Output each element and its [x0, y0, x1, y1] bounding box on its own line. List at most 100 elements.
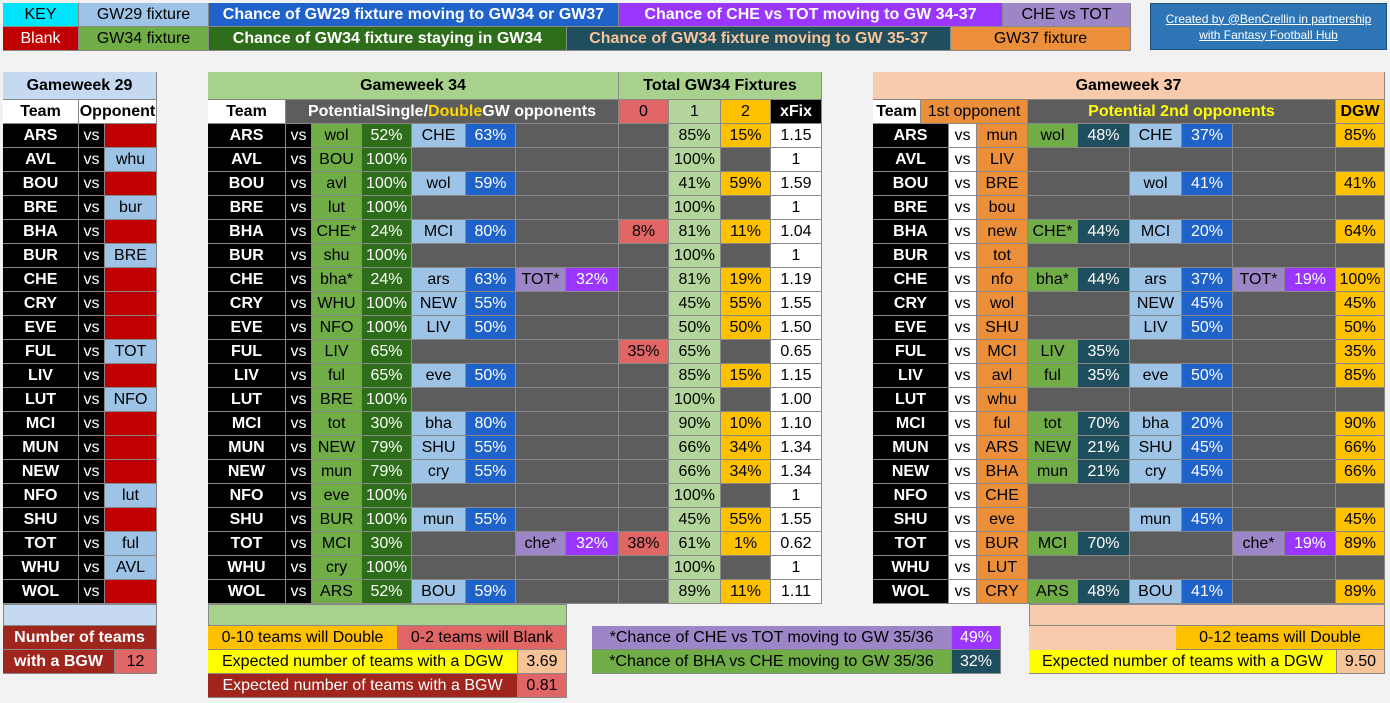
- gw34-3rd-empty: [516, 292, 619, 316]
- gw37-2nd-empty: [1028, 148, 1130, 172]
- gw37-3rd-chance: 20%: [1182, 220, 1233, 244]
- gw29-opponent: [105, 124, 157, 148]
- gw37-2nd-opponent: tot: [1028, 412, 1078, 436]
- gw29-vs: vs: [79, 268, 105, 292]
- gw29-team: NFO: [3, 484, 79, 508]
- gw34-team: BRE: [208, 196, 286, 220]
- total-one: 100%: [669, 148, 721, 172]
- gw37-team: NEW: [873, 460, 949, 484]
- total-zero: [619, 556, 669, 580]
- total-xfix: 1.59: [771, 172, 822, 196]
- gw29-team: LIV: [3, 364, 79, 388]
- total-two: 34%: [721, 460, 771, 484]
- gw37-vs: vs: [949, 388, 977, 412]
- gw37-4th-empty: [1233, 196, 1336, 220]
- total-two: [721, 388, 771, 412]
- gw34-2nd-opponent: CHE: [412, 124, 466, 148]
- total-two: 34%: [721, 436, 771, 460]
- gw34-2nd-opponent: LIV: [412, 316, 466, 340]
- total-zero: [619, 436, 669, 460]
- total-one: 100%: [669, 484, 721, 508]
- gw37-first-opponent: MCI: [977, 340, 1028, 364]
- total-one: 65%: [669, 340, 721, 364]
- gw37-4th-empty: [1233, 364, 1336, 388]
- gw29-opponent: TOT: [105, 340, 157, 364]
- gw37-vs: vs: [949, 340, 977, 364]
- potential-single: Single: [375, 102, 424, 120]
- gw29-opponent: [105, 292, 157, 316]
- gw34-team: NFO: [208, 484, 286, 508]
- gw34-3rd-empty: [516, 316, 619, 340]
- gw34-3rd-chance: 32%: [566, 532, 619, 556]
- gw34-3rd-empty: [516, 148, 619, 172]
- gw37-dgw: 66%: [1336, 436, 1385, 460]
- gw37-3rd-chance: 41%: [1182, 172, 1233, 196]
- gw37-4th-empty: [1233, 580, 1336, 604]
- gw29-opponent: bur: [105, 196, 157, 220]
- gw37-2nd-empty: [1028, 388, 1130, 412]
- credit-link[interactable]: Created by @BenCrellin in partnership wi…: [1150, 3, 1387, 50]
- gw37-3rd-chance: 41%: [1182, 580, 1233, 604]
- gw34-vs: vs: [286, 412, 312, 436]
- gw34-2nd-opponent: MCI: [412, 220, 466, 244]
- total-two: 10%: [721, 412, 771, 436]
- gw37-2nd-chance: 44%: [1078, 268, 1130, 292]
- gw37-4th-empty: [1233, 556, 1336, 580]
- key-blank: Blank: [3, 27, 79, 51]
- gw34-2nd-empty: [412, 148, 516, 172]
- gw37-first-opponent: SHU: [977, 316, 1028, 340]
- gw29-team: MUN: [3, 436, 79, 460]
- gw34-3rd-empty: [516, 364, 619, 388]
- gw29-team: BRE: [3, 196, 79, 220]
- gw34-2nd-chance: 55%: [466, 460, 516, 484]
- gw29-vs: vs: [79, 316, 105, 340]
- gw37-first-opponent: bou: [977, 196, 1028, 220]
- total-one: 81%: [669, 268, 721, 292]
- gw34-exp-bgw-label: Expected number of teams with a BGW: [208, 674, 518, 698]
- gw37-3rd-opponent: bha: [1130, 412, 1182, 436]
- gw37-first-opponent: CRY: [977, 580, 1028, 604]
- gw34-2nd-chance: 80%: [466, 412, 516, 436]
- gw34-team: FUL: [208, 340, 286, 364]
- gw37-dgw: 64%: [1336, 220, 1385, 244]
- total-two: 59%: [721, 172, 771, 196]
- gw37-first-opponent: BUR: [977, 532, 1028, 556]
- gw37-4th-empty: [1233, 220, 1336, 244]
- gw34-stay-chance: 100%: [362, 556, 412, 580]
- gw29-team: CHE: [3, 268, 79, 292]
- total-two: 19%: [721, 268, 771, 292]
- total-two: [721, 148, 771, 172]
- gw37-first-opponent: LIV: [977, 148, 1028, 172]
- gw37-2nd-opponent: LIV: [1028, 340, 1078, 364]
- gw34-2nd-chance: 59%: [466, 580, 516, 604]
- gw34-opponent: cry: [312, 556, 362, 580]
- gw34-stay-chance: 79%: [362, 460, 412, 484]
- gw34-opponent: bha*: [312, 268, 362, 292]
- gw29-opponent: AVL: [105, 556, 157, 580]
- gw34-stay-chance: 100%: [362, 484, 412, 508]
- gw37-first-opponent: wol: [977, 292, 1028, 316]
- gw29-bgw-value: 12: [115, 650, 157, 674]
- gw29-title: Gameweek 29: [3, 72, 157, 100]
- gw34-team: CRY: [208, 292, 286, 316]
- gw34-team: AVL: [208, 148, 286, 172]
- gw29-team-header: Team: [3, 100, 79, 124]
- gw37-team: BOU: [873, 172, 949, 196]
- gw34-2nd-chance: 55%: [466, 508, 516, 532]
- total-xfix: 1.34: [771, 460, 822, 484]
- gw37-4th-chance: 19%: [1285, 532, 1336, 556]
- note-bha-che-value: 32%: [952, 650, 1001, 674]
- total-zero: 8%: [619, 220, 669, 244]
- total-two: 1%: [721, 532, 771, 556]
- gw37-vs: vs: [949, 412, 977, 436]
- total-xfix: 1.50: [771, 316, 822, 340]
- gw37-vs: vs: [949, 268, 977, 292]
- gw34-title: Gameweek 34: [208, 72, 619, 100]
- gw37-dgw: [1336, 196, 1385, 220]
- gw34-team: LIV: [208, 364, 286, 388]
- gw29-team: BOU: [3, 172, 79, 196]
- gw37-3rd-opponent: mun: [1130, 508, 1182, 532]
- total-xfix: 1.34: [771, 436, 822, 460]
- gw34-double-range: 0-10 teams will Double: [208, 626, 398, 650]
- gw37-dgw: 35%: [1336, 340, 1385, 364]
